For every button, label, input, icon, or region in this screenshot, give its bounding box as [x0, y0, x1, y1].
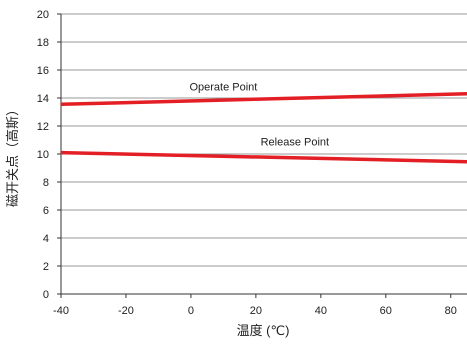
- annotations: Operate Point Release Point: [189, 81, 329, 148]
- x-tick-label-0: 0: [188, 305, 194, 317]
- y-tick-label-10: 10: [37, 149, 49, 161]
- x-tick-label-60: 60: [380, 305, 392, 317]
- y-tick-label-4: 4: [43, 233, 49, 245]
- tick-labels: 0 2 4 6 8 10 12 14 16 18 20 -40 -20 0 20 40 60 80: [37, 9, 457, 317]
- grid-lines: [61, 13, 467, 267]
- series-line-1: [60, 150, 467, 164]
- y-tick-label-2: 2: [43, 261, 49, 273]
- x-tick-label--20: -20: [118, 305, 134, 317]
- y-tick-label-0: 0: [43, 289, 49, 301]
- y-tick-label-18: 18: [37, 37, 49, 49]
- x-tick-label-80: 80: [445, 305, 457, 317]
- y-tick-label-16: 16: [37, 65, 49, 77]
- y-tick-label-14: 14: [37, 93, 49, 105]
- y-tick-label-12: 12: [37, 121, 49, 133]
- x-axis-title: 温度 (℃): [237, 323, 290, 338]
- y-tick-label-6: 6: [43, 205, 49, 217]
- y-tick-label-20: 20: [37, 9, 49, 21]
- series-lines: [60, 92, 467, 164]
- x-tick-label-40: 40: [315, 305, 327, 317]
- y-axis-title: 磁开关点（高斯）: [5, 103, 20, 207]
- y-tick-label-8: 8: [43, 177, 49, 189]
- x-tick-label-20: 20: [250, 305, 262, 317]
- annotation-label-0: Operate Point: [189, 81, 257, 93]
- series-line-0: [60, 92, 467, 107]
- x-tick-label--40: -40: [53, 305, 69, 317]
- annotation-label-1: Release Point: [261, 137, 330, 149]
